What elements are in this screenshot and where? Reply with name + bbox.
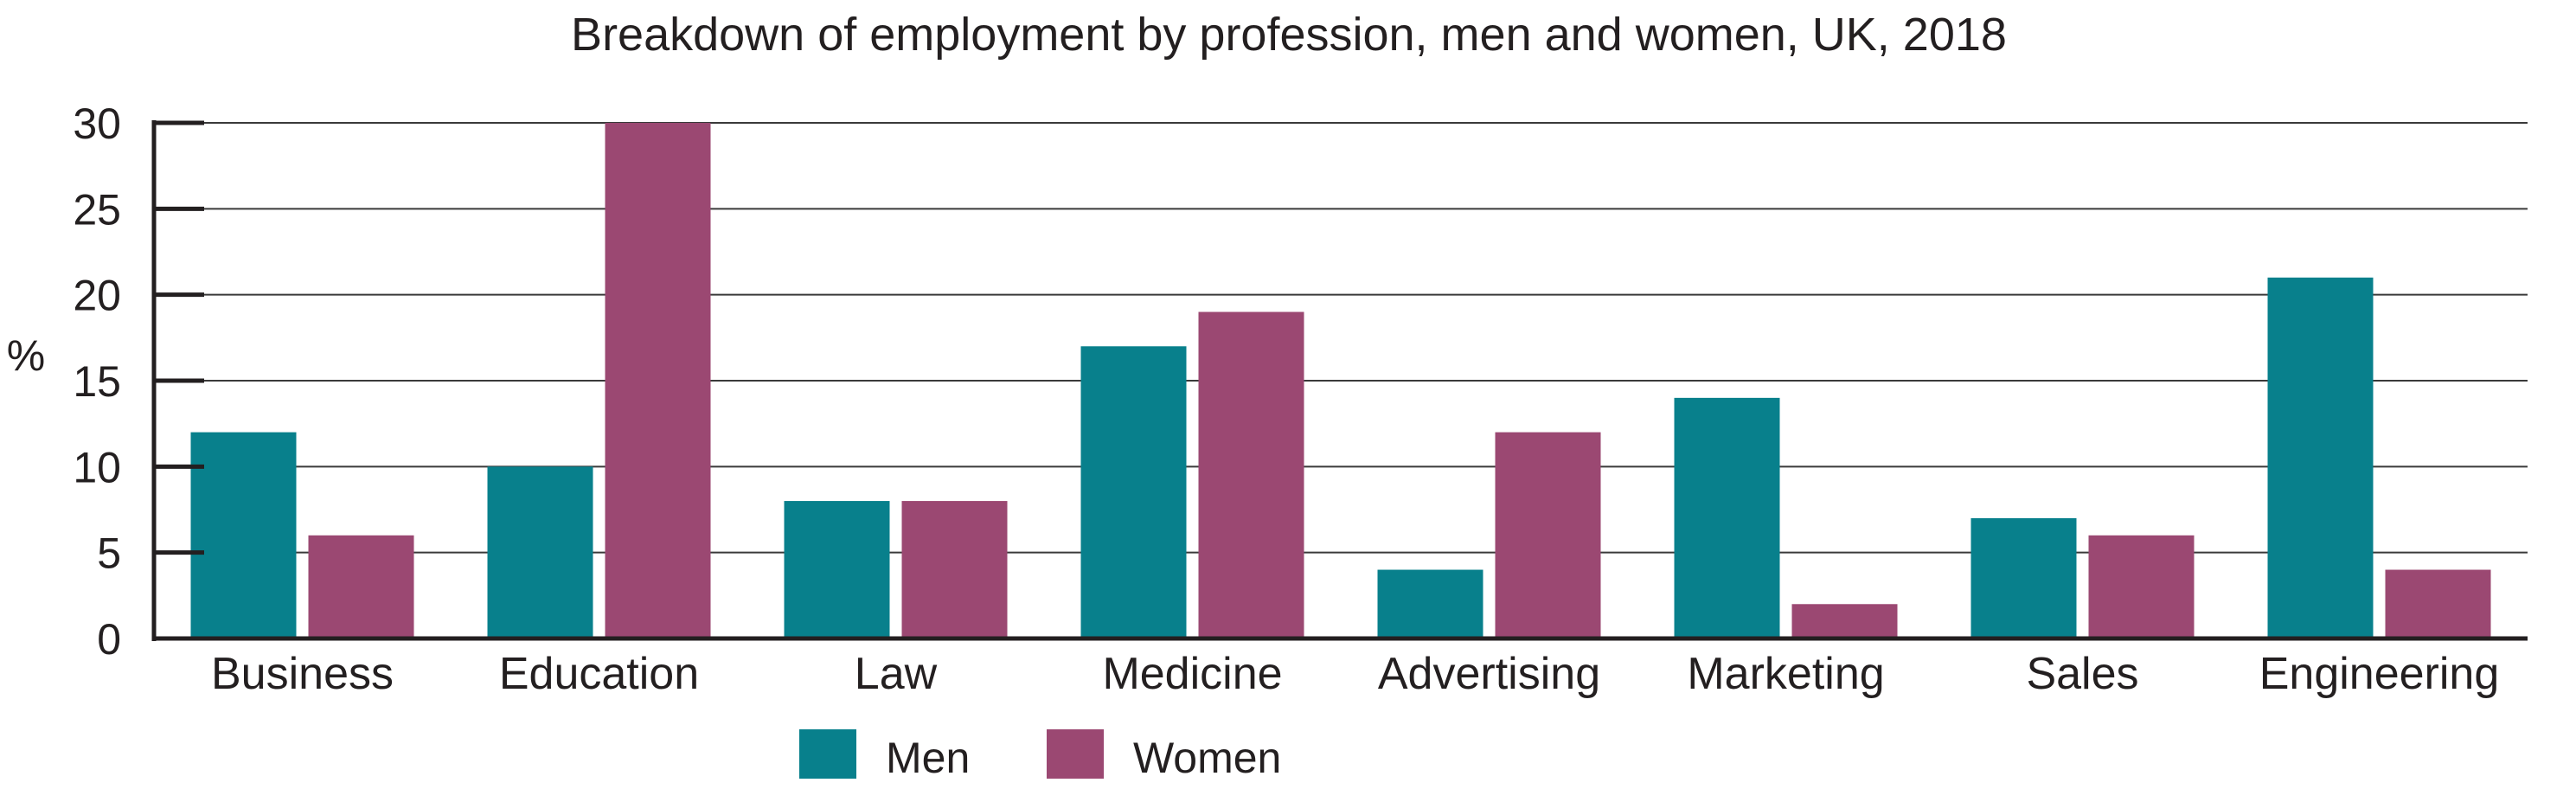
bar-education-women: [605, 123, 711, 638]
bar-law-women: [901, 501, 1008, 638]
x-tick-label-marketing: Marketing: [1687, 649, 1884, 699]
bar-education-men: [487, 466, 593, 638]
x-tick-label-law: Law: [855, 649, 938, 699]
bar-sales-women: [2088, 535, 2195, 638]
y-tick-label-10: 10: [73, 443, 121, 491]
x-tick-label-education: Education: [499, 649, 699, 699]
x-tick-labels: Business Education Law Medicine Advertising M…: [211, 649, 2499, 699]
y-tick-labels: 0 5 10 15 20 25 30: [73, 99, 121, 664]
bar-marketing-men: [1674, 397, 1780, 638]
bar-engineering-women: [2385, 569, 2491, 638]
chart-title: Breakdown of employment by profession, m…: [571, 9, 2007, 61]
x-tick-label-advertising: Advertising: [1378, 649, 1600, 699]
y-tick-label-0: 0: [97, 615, 121, 664]
legend-label-women: Women: [1133, 734, 1281, 782]
y-tick-label-20: 20: [73, 272, 121, 320]
legend-swatch-women: [1047, 729, 1104, 779]
bar-business-men: [190, 432, 297, 638]
bar-medicine-men: [1080, 346, 1187, 638]
x-tick-label-sales: Sales: [2026, 649, 2138, 699]
bar-marketing-women: [1791, 604, 1898, 638]
legend-label-men: Men: [886, 734, 970, 782]
x-tick-label-business: Business: [211, 649, 394, 699]
bar-business-women: [308, 535, 414, 638]
legend: Men Women: [799, 729, 1281, 782]
legend-swatch-men: [799, 729, 856, 779]
bar-sales-men: [1970, 517, 2077, 638]
y-tick-label-15: 15: [73, 357, 121, 406]
x-tick-label-medicine: Medicine: [1102, 649, 1282, 699]
y-axis-label: %: [7, 331, 45, 380]
bar-engineering-men: [2267, 277, 2374, 638]
bars: [190, 123, 2491, 638]
y-tick-label-30: 30: [73, 99, 121, 148]
bar-law-men: [784, 501, 890, 638]
axes: [151, 120, 2528, 641]
bar-advertising-women: [1495, 432, 1601, 638]
bar-medicine-women: [1198, 311, 1304, 638]
x-tick-label-engineering: Engineering: [2259, 649, 2500, 699]
y-tick-label-25: 25: [73, 185, 121, 234]
bar-advertising-men: [1377, 569, 1483, 638]
y-tick-label-5: 5: [97, 529, 121, 578]
